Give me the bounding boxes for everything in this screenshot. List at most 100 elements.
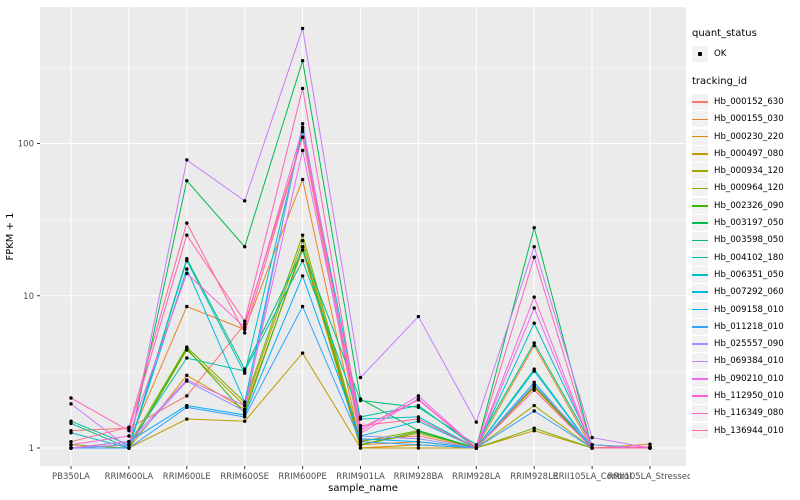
- data-point: [416, 446, 421, 450]
- legend-key-box: [692, 336, 708, 353]
- line-swatch-icon: [692, 326, 708, 328]
- y-tick-label: 1: [29, 444, 34, 454]
- data-point: [69, 443, 73, 447]
- data-point: [69, 402, 73, 406]
- data-point: [532, 369, 536, 373]
- data-point: [69, 419, 73, 423]
- x-tick-label: RRIM928BA: [394, 472, 444, 482]
- legend-key-box: [692, 232, 708, 249]
- data-point: [358, 417, 363, 421]
- data-point: [127, 446, 131, 450]
- line-chart-plot: 1 10 100 PB350LA RRIM600LA RRIM600LE RRIM600SE…: [5, 7, 690, 494]
- data-point: [590, 443, 594, 447]
- data-point: [416, 398, 421, 402]
- x-tick-label: RRIM928LA: [452, 472, 501, 482]
- legend-item-tracking-id: Hb_003197_050: [692, 215, 798, 232]
- data-point: [185, 304, 189, 309]
- legend-item-label: Hb_007292_060: [714, 287, 784, 298]
- data-point: [185, 373, 189, 378]
- data-point: [185, 178, 189, 183]
- legend-key-box: [692, 128, 708, 145]
- data-point: [532, 321, 536, 325]
- data-point: [416, 443, 421, 447]
- line-swatch-icon: [692, 274, 708, 276]
- legend-key-box: [692, 145, 708, 162]
- legend-item-label: Hb_116349_080: [714, 408, 784, 419]
- line-swatch-icon: [692, 412, 708, 415]
- y-tick-label: 100: [18, 140, 34, 150]
- legend-item-label: Hb_000155_030: [714, 114, 784, 125]
- data-point: [243, 400, 247, 404]
- data-point: [300, 351, 305, 355]
- legend-key-box: [692, 215, 708, 232]
- data-point: [358, 375, 363, 380]
- data-point: [590, 435, 594, 440]
- legend-item-tracking-id: Hb_000964_120: [692, 180, 798, 197]
- data-point: [300, 244, 305, 249]
- line-swatch-icon: [692, 256, 708, 259]
- data-point: [243, 331, 247, 335]
- data-point: [532, 244, 536, 249]
- data-point: [358, 446, 363, 450]
- legend-item-label: Hb_003598_050: [714, 235, 784, 246]
- data-point: [69, 446, 73, 450]
- data-point: [185, 258, 189, 263]
- legend-key-box: [692, 266, 708, 283]
- y-tick-label: 10: [23, 292, 34, 302]
- line-swatch-icon: [692, 308, 708, 311]
- x-tick-label: RRIM600LA: [105, 472, 154, 482]
- data-point: [300, 127, 305, 131]
- data-point: [69, 396, 73, 400]
- data-point: [358, 431, 363, 435]
- data-point: [243, 419, 247, 423]
- line-swatch-icon: [692, 377, 708, 380]
- data-point: [416, 428, 421, 433]
- legend-item-label: Hb_112950_010: [714, 391, 784, 402]
- legend-item-label: OK: [714, 49, 727, 59]
- data-point: [127, 428, 131, 433]
- data-point: [300, 238, 305, 243]
- data-point: [532, 409, 536, 413]
- data-point: [127, 439, 131, 444]
- data-point: [127, 425, 131, 429]
- line-swatch-icon: [692, 118, 708, 121]
- data-point: [532, 426, 536, 430]
- data-point: [416, 394, 421, 398]
- data-point: [358, 428, 363, 433]
- tracking-id-legend: tracking_id Hb_000152_630 Hb_000155_030 Hb…: [692, 76, 798, 439]
- line-swatch-icon: [692, 222, 708, 224]
- y-axis-title: FPKM + 1: [5, 212, 16, 260]
- data-point: [300, 26, 305, 31]
- data-point: [532, 388, 536, 392]
- legend-key-box: [692, 163, 708, 180]
- legend-item-label: Hb_003197_050: [714, 218, 784, 229]
- legend-key-box: [692, 318, 708, 335]
- data-point: [185, 267, 189, 271]
- data-point: [358, 437, 363, 441]
- data-point: [185, 417, 189, 421]
- line-swatch-icon: [692, 153, 708, 155]
- legend-item-tracking-id: Hb_116349_080: [692, 405, 798, 422]
- data-point: [185, 271, 189, 276]
- data-point: [69, 439, 73, 444]
- data-point: [243, 409, 247, 413]
- legend-item-tracking-id: Hb_112950_010: [692, 388, 798, 405]
- legend-key-box: [692, 180, 708, 197]
- data-point: [243, 325, 247, 330]
- data-point: [532, 295, 536, 299]
- data-point: [243, 244, 247, 249]
- data-point: [185, 221, 189, 225]
- quant-status-legend: quant_status OK: [692, 28, 798, 62]
- line-swatch-icon: [692, 343, 708, 345]
- line-swatch-icon: [692, 395, 708, 397]
- data-point: [474, 443, 478, 447]
- data-point: [474, 420, 478, 424]
- legend-item-label: Hb_002326_090: [714, 200, 784, 211]
- line-swatch-icon: [692, 170, 708, 172]
- data-point: [416, 417, 421, 421]
- legend-item-label: Hb_000934_120: [714, 166, 784, 177]
- data-point: [416, 434, 421, 438]
- x-tick-label: RRIM901LA: [336, 472, 385, 482]
- line-swatch-icon: [692, 204, 708, 207]
- line-swatch-icon: [692, 187, 708, 190]
